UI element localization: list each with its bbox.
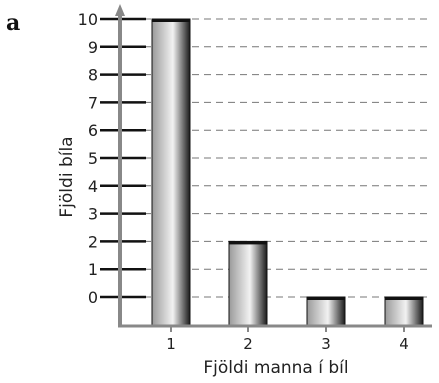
bar-4 [384, 296, 424, 327]
bar-top-4 [385, 297, 423, 300]
y-tick-label: 0 [88, 288, 98, 307]
bar-2 [228, 240, 268, 327]
y-tick-label: 2 [88, 232, 98, 251]
y-tick-label: 4 [88, 177, 98, 196]
y-tick-label: 3 [88, 205, 98, 224]
x-tick-label: 1 [166, 335, 176, 353]
bar-top-3 [307, 297, 345, 300]
y-tick-label: 8 [88, 66, 98, 85]
y-tick-label: 1 [88, 260, 98, 279]
y-tick-label: 5 [88, 149, 98, 168]
axes [100, 4, 432, 332]
bar-3 [306, 296, 346, 327]
y-axis-arrow [115, 4, 125, 16]
x-tick-label: 4 [399, 335, 409, 353]
x-tick-labels: 1 2 3 4 [166, 335, 409, 353]
y-tick-label: 7 [88, 93, 98, 112]
panel-label: a [6, 10, 20, 36]
y-axis-label: Fjöldi bíla [57, 136, 77, 217]
bar-top-1 [152, 19, 190, 22]
bar-top-2 [229, 241, 267, 245]
y-tick-label: 9 [88, 38, 98, 57]
x-axis-label: Fjöldi manna í bíl [203, 358, 348, 378]
bar-1 [151, 18, 191, 327]
x-tick-label: 3 [321, 335, 331, 353]
y-tick-label: 6 [88, 121, 98, 140]
bars [151, 18, 424, 327]
x-tick-label: 2 [243, 335, 253, 353]
y-tick-labels: 0 1 2 3 4 5 6 7 8 9 10 [78, 10, 98, 307]
y-tick-label: 10 [78, 10, 98, 29]
